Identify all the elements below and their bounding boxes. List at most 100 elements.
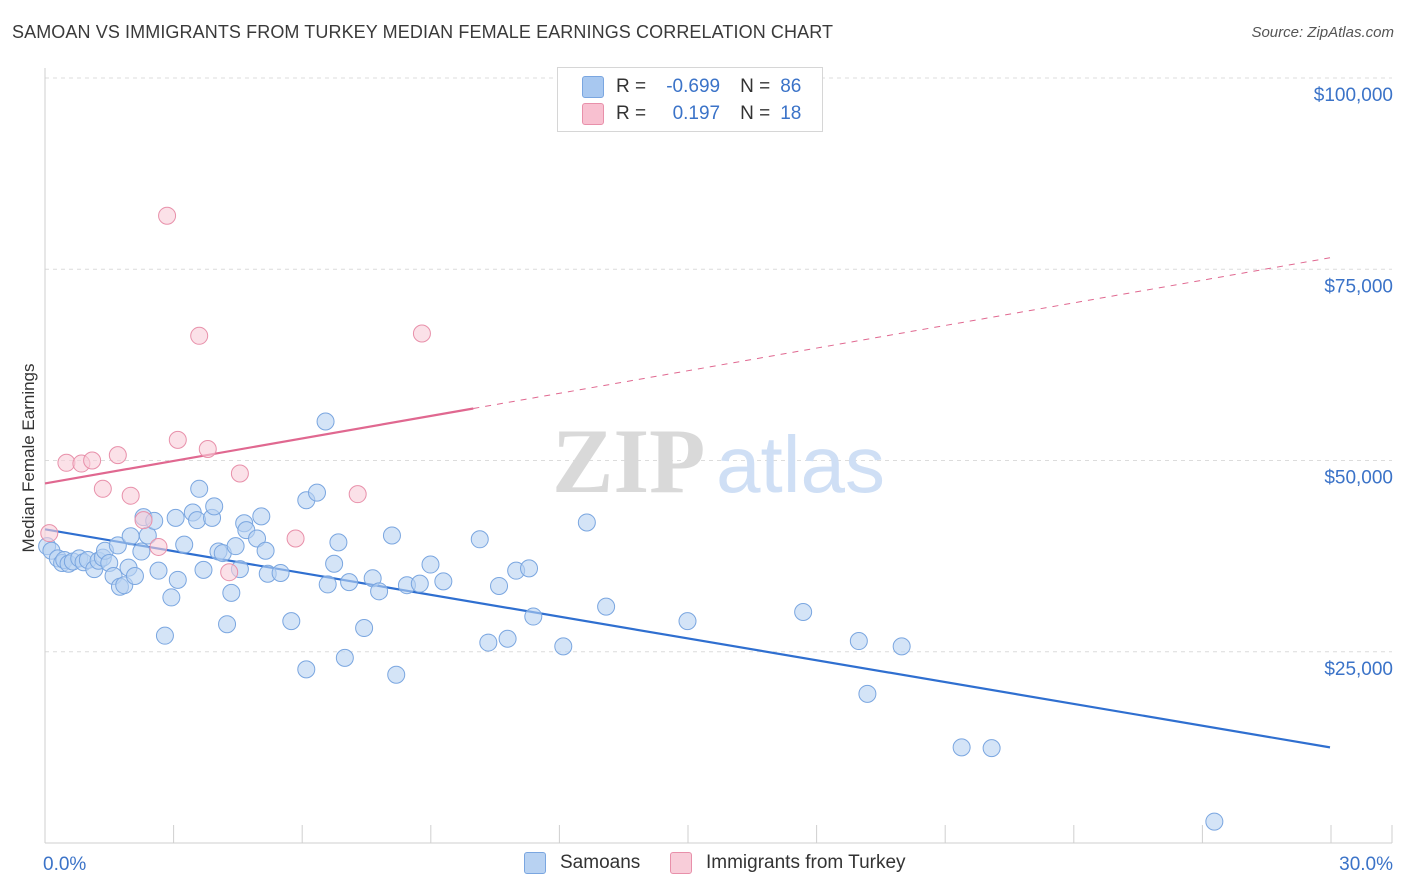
x-tick-label: 0.0% <box>43 854 86 875</box>
point-samoans <box>162 588 181 607</box>
legend-swatch-samoans <box>582 76 604 98</box>
point-samoans <box>524 607 543 626</box>
point-samoans <box>470 530 489 549</box>
point-samoans <box>434 572 453 591</box>
point-turkey <box>412 324 431 343</box>
y-tick-label: $75,000 <box>1324 276 1393 297</box>
point-turkey <box>168 430 187 449</box>
watermark: ZIP atlas <box>552 410 885 512</box>
trend-line-turkey <box>44 407 474 485</box>
legend-row-turkey: R = 0.197 N = 18 <box>582 101 801 127</box>
point-samoans <box>218 615 237 634</box>
point-samoans <box>421 555 440 574</box>
point-samoans <box>175 535 194 554</box>
point-samoans <box>205 497 224 516</box>
legend-n-label: N = <box>740 103 771 124</box>
point-samoans <box>325 554 344 573</box>
legend-row-samoans: R = -0.699 N = 86 <box>582 74 801 100</box>
source-credit: Source: ZipAtlas.com <box>1251 24 1394 41</box>
point-samoans <box>149 561 168 580</box>
point-turkey <box>134 511 153 530</box>
point-samoans <box>387 665 406 684</box>
trend-lines <box>44 257 1331 749</box>
correlation-legend: R = -0.699 N = 86 R = 0.197 N = 18 <box>557 67 823 132</box>
point-samoans <box>194 560 213 579</box>
axis-labels: $25,000 $50,000 $75,000 $100,000 0.0% 30.0% Me… <box>19 85 1393 875</box>
series-legend-turkey: Immigrants from Turkey <box>670 852 906 874</box>
point-samoans <box>282 612 301 631</box>
watermark-atlas: atlas <box>716 420 885 509</box>
point-samoans <box>520 559 539 578</box>
point-samoans <box>597 597 616 616</box>
legend-swatch-turkey <box>582 103 604 125</box>
legend-r-value: -0.699 <box>666 76 721 97</box>
point-samoans <box>554 637 573 656</box>
point-samoans <box>125 567 144 586</box>
point-samoans <box>382 526 401 545</box>
legend-r-label: R = <box>616 103 647 124</box>
legend-n-value: 18 <box>780 103 802 124</box>
point-samoans <box>297 660 316 679</box>
point-turkey <box>108 446 127 465</box>
data-points <box>38 206 1224 831</box>
point-samoans <box>108 536 127 555</box>
point-samoans <box>370 582 389 601</box>
trend-line-turkey-extension <box>473 257 1331 409</box>
watermark-zip: ZIP <box>552 410 705 512</box>
point-turkey <box>286 529 305 548</box>
point-samoans <box>166 508 185 527</box>
series-legend-samoans: Samoans <box>524 852 640 874</box>
point-turkey <box>198 440 217 459</box>
y-tick-label: $50,000 <box>1324 468 1393 489</box>
point-samoans <box>329 533 348 552</box>
point-samoans <box>794 602 813 621</box>
point-turkey <box>149 537 168 556</box>
chart-title: SAMOAN VS IMMIGRANTS FROM TURKEY MEDIAN … <box>12 22 834 42</box>
series-label-samoans: Samoans <box>560 852 641 873</box>
point-turkey <box>230 464 249 483</box>
point-turkey <box>348 485 367 504</box>
point-samoans <box>168 570 187 589</box>
point-samoans <box>982 739 1001 758</box>
series-label-turkey: Immigrants from Turkey <box>706 852 906 873</box>
point-samoans <box>121 527 140 546</box>
point-turkey <box>121 486 140 505</box>
x-tick-label: 30.0% <box>1339 854 1393 875</box>
point-samoans <box>256 541 275 560</box>
series-swatch-samoans <box>524 852 546 874</box>
point-samoans <box>316 412 335 431</box>
y-tick-label: $25,000 <box>1324 659 1393 680</box>
point-turkey <box>57 453 76 472</box>
point-samoans <box>252 507 271 526</box>
legend-n-value: 86 <box>780 76 802 97</box>
point-samoans <box>678 612 697 631</box>
point-turkey <box>158 206 177 225</box>
point-samoans <box>490 576 509 595</box>
point-samoans <box>155 626 174 645</box>
point-samoans <box>479 633 498 652</box>
point-samoans <box>410 574 429 593</box>
point-turkey <box>220 563 239 582</box>
y-axis-label: Median Female Earnings <box>19 364 38 553</box>
point-samoans <box>892 637 911 656</box>
series-swatch-turkey <box>670 852 692 874</box>
point-samoans <box>340 573 359 592</box>
trend-line-samoans <box>44 528 1331 749</box>
point-samoans <box>271 563 290 582</box>
point-samoans <box>190 479 209 498</box>
point-samoans <box>132 542 151 561</box>
point-samoans <box>335 648 354 667</box>
y-tick-label: $100,000 <box>1314 85 1393 106</box>
series-legend: Samoans Immigrants from Turkey <box>0 852 1406 878</box>
point-samoans <box>188 511 207 530</box>
point-samoans <box>318 575 337 594</box>
point-turkey <box>93 479 112 498</box>
point-samoans <box>226 537 245 556</box>
point-turkey <box>83 451 102 470</box>
point-samoans <box>222 583 241 602</box>
point-samoans <box>248 529 267 548</box>
point-samoans <box>1205 812 1224 831</box>
axes <box>44 68 1393 844</box>
point-turkey <box>190 326 209 345</box>
